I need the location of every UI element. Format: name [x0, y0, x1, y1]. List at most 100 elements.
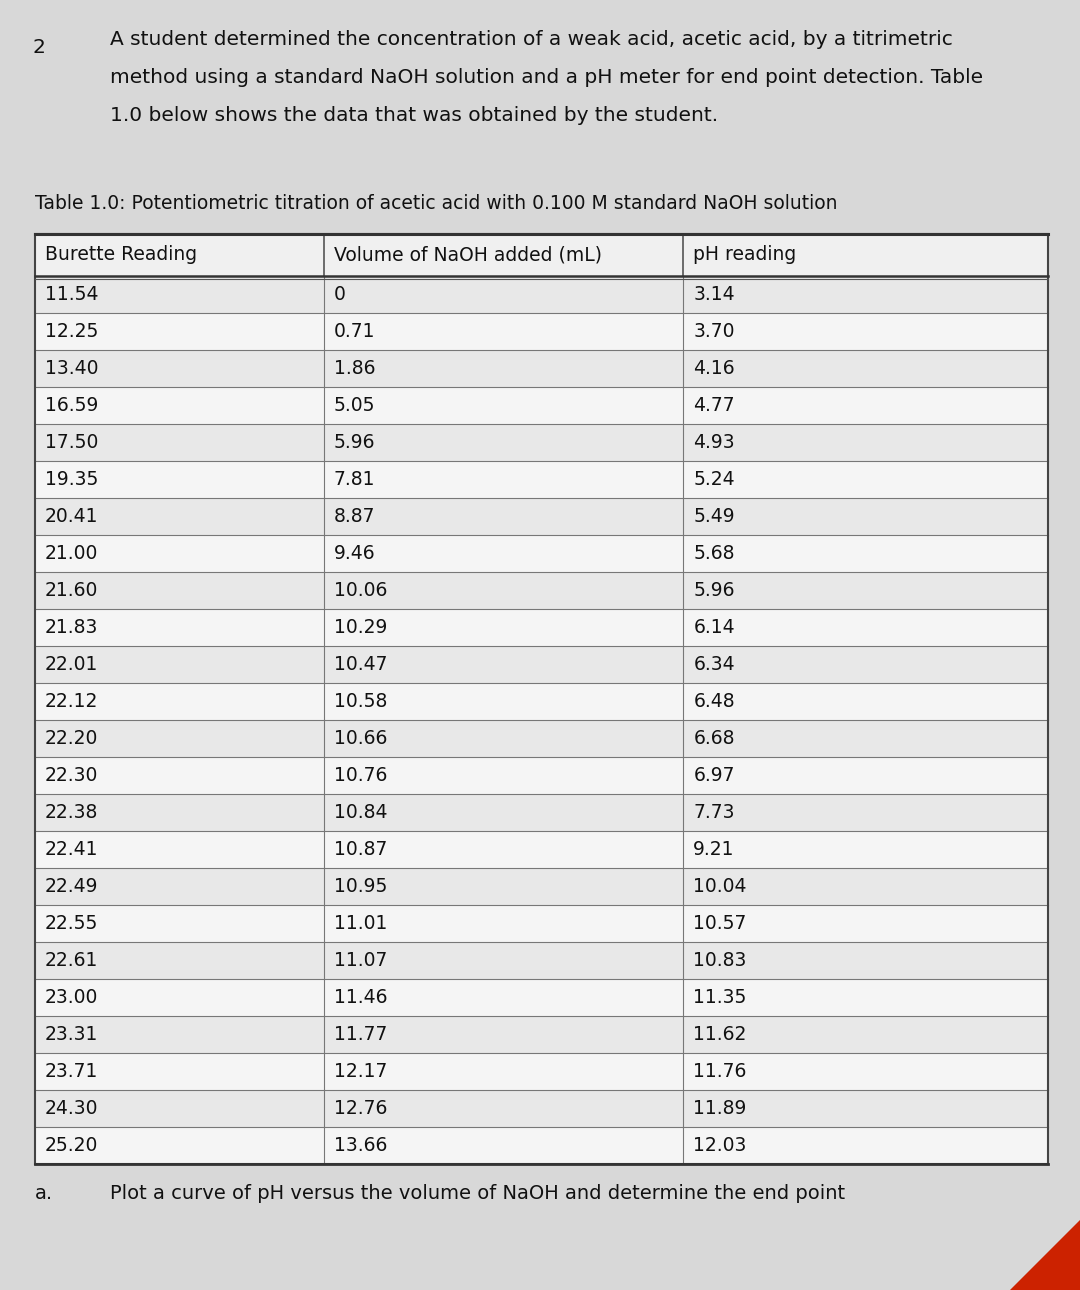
Text: 5.05: 5.05 [334, 396, 375, 415]
Text: 10.83: 10.83 [693, 951, 746, 970]
Text: 13.40: 13.40 [45, 359, 98, 378]
Bar [35, 757, 1048, 795]
Text: 11.07: 11.07 [334, 951, 387, 970]
Text: 12.76: 12.76 [334, 1099, 387, 1118]
Polygon shape [1010, 1220, 1080, 1290]
Text: 10.87: 10.87 [334, 840, 387, 859]
Bar [35, 906, 1048, 942]
Text: 5.96: 5.96 [334, 433, 375, 452]
Text: 6.34: 6.34 [693, 655, 735, 673]
Bar [35, 609, 1048, 646]
Text: 25.20: 25.20 [45, 1136, 98, 1155]
Text: 1.0 below shows the data that was obtained by the student.: 1.0 below shows the data that was obtain… [110, 106, 718, 125]
Text: 22.55: 22.55 [45, 915, 98, 933]
Text: 22.20: 22.20 [45, 729, 98, 748]
Text: 10.29: 10.29 [334, 618, 387, 637]
Text: 0.71: 0.71 [334, 322, 375, 341]
Bar [35, 942, 1048, 979]
Text: 7.81: 7.81 [334, 470, 375, 489]
Text: 11.54: 11.54 [45, 285, 98, 304]
Bar [35, 461, 1048, 498]
Text: 3.14: 3.14 [693, 285, 735, 304]
Text: 5.96: 5.96 [693, 580, 734, 600]
Bar [35, 1127, 1048, 1164]
Text: 11.76: 11.76 [693, 1062, 746, 1081]
Text: A student determined the concentration of a weak acid, acetic acid, by a titrime: A student determined the concentration o… [110, 30, 953, 49]
Bar [35, 233, 1048, 1164]
Text: 10.76: 10.76 [334, 766, 387, 786]
Text: method using a standard NaOH solution and a pH meter for end point detection. Ta: method using a standard NaOH solution an… [110, 68, 983, 86]
Bar [35, 720, 1048, 757]
Text: 22.49: 22.49 [45, 877, 98, 897]
Bar [35, 1053, 1048, 1090]
Text: 12.03: 12.03 [693, 1136, 746, 1155]
Text: 17.50: 17.50 [45, 433, 98, 452]
Text: 10.04: 10.04 [693, 877, 747, 897]
Bar [35, 424, 1048, 461]
Text: 11.62: 11.62 [693, 1026, 746, 1044]
Text: 22.61: 22.61 [45, 951, 98, 970]
Text: 11.77: 11.77 [334, 1026, 387, 1044]
Text: 23.00: 23.00 [45, 988, 98, 1007]
Text: Table 1.0: Potentiometric titration of acetic acid with 0.100 M standard NaOH so: Table 1.0: Potentiometric titration of a… [35, 194, 837, 213]
Text: 11.35: 11.35 [693, 988, 746, 1007]
Text: 10.95: 10.95 [334, 877, 387, 897]
Bar [35, 498, 1048, 535]
Text: 23.31: 23.31 [45, 1026, 98, 1044]
Text: 1.86: 1.86 [334, 359, 375, 378]
Text: 22.38: 22.38 [45, 802, 98, 822]
Bar [35, 313, 1048, 350]
Bar [35, 831, 1048, 868]
Bar [35, 350, 1048, 387]
Bar [35, 233, 1048, 1164]
Bar [35, 682, 1048, 720]
Text: pH reading: pH reading [693, 245, 797, 264]
Text: 22.01: 22.01 [45, 655, 98, 673]
Text: 5.49: 5.49 [693, 507, 735, 526]
Text: 21.83: 21.83 [45, 618, 98, 637]
Text: 10.47: 10.47 [334, 655, 388, 673]
Bar [35, 646, 1048, 682]
Bar [35, 979, 1048, 1017]
Text: 5.24: 5.24 [693, 470, 735, 489]
Text: 10.84: 10.84 [334, 802, 388, 822]
Text: 5.68: 5.68 [693, 544, 734, 562]
Text: 6.48: 6.48 [693, 691, 735, 711]
Text: 16.59: 16.59 [45, 396, 98, 415]
Text: 22.30: 22.30 [45, 766, 98, 786]
Text: 6.68: 6.68 [693, 729, 734, 748]
Bar [35, 387, 1048, 424]
Text: 13.66: 13.66 [334, 1136, 387, 1155]
Text: 21.60: 21.60 [45, 580, 98, 600]
Text: 12.25: 12.25 [45, 322, 98, 341]
Bar [35, 571, 1048, 609]
Bar [35, 1017, 1048, 1053]
Text: 10.66: 10.66 [334, 729, 387, 748]
Text: 6.97: 6.97 [693, 766, 734, 786]
Text: 12.17: 12.17 [334, 1062, 387, 1081]
Text: 19.35: 19.35 [45, 470, 98, 489]
Text: Plot a curve of pH versus the volume of NaOH and determine the end point: Plot a curve of pH versus the volume of … [110, 1184, 846, 1204]
Text: 4.93: 4.93 [693, 433, 735, 452]
Text: a.: a. [35, 1184, 53, 1204]
Bar [35, 535, 1048, 571]
Text: 8.87: 8.87 [334, 507, 375, 526]
Text: 11.46: 11.46 [334, 988, 388, 1007]
Bar [35, 795, 1048, 831]
Text: 4.77: 4.77 [693, 396, 735, 415]
Bar [35, 868, 1048, 906]
Text: 3.70: 3.70 [693, 322, 734, 341]
Text: 6.14: 6.14 [693, 618, 735, 637]
Bar [35, 276, 1048, 313]
Bar [35, 233, 1048, 276]
Text: 11.89: 11.89 [693, 1099, 746, 1118]
Text: 10.57: 10.57 [693, 915, 746, 933]
Text: 20.41: 20.41 [45, 507, 98, 526]
Text: 22.12: 22.12 [45, 691, 98, 711]
Text: 10.06: 10.06 [334, 580, 387, 600]
Text: Burette Reading: Burette Reading [45, 245, 198, 264]
Text: 22.41: 22.41 [45, 840, 98, 859]
Text: 9.21: 9.21 [693, 840, 734, 859]
Text: 9.46: 9.46 [334, 544, 376, 562]
Text: 23.71: 23.71 [45, 1062, 98, 1081]
